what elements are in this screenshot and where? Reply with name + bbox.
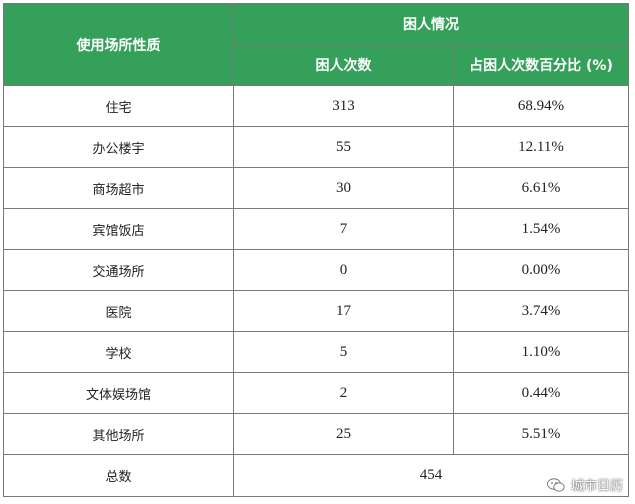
header-trapped-count: 困人次数 <box>233 44 454 86</box>
header-trapped-group: 困人情况 <box>233 3 629 45</box>
percent-cell: 1.10% <box>453 331 629 373</box>
place-cell: 医院 <box>3 290 234 332</box>
total-label: 总数 <box>3 454 234 497</box>
count-cell: 0 <box>233 249 454 291</box>
place-cell: 住宅 <box>3 85 234 127</box>
table-row: 交通场所 0 0.00% <box>3 249 629 291</box>
percent-cell: 12.11% <box>453 126 629 168</box>
count-cell: 17 <box>233 290 454 332</box>
percent-cell: 68.94% <box>453 85 629 127</box>
count-cell: 2 <box>233 372 454 414</box>
table-row: 商场超市 30 6.61% <box>3 167 629 209</box>
count-cell: 5 <box>233 331 454 373</box>
percent-cell: 3.74% <box>453 290 629 332</box>
place-cell: 商场超市 <box>3 167 234 209</box>
place-cell: 其他场所 <box>3 413 234 455</box>
watermark-text: 城市日历 <box>570 479 623 494</box>
count-cell: 25 <box>233 413 454 455</box>
table-row: 住宅 313 68.94% <box>3 85 629 127</box>
header-place-type: 使用场所性质 <box>3 3 234 86</box>
count-cell: 7 <box>233 208 454 250</box>
place-cell: 办公楼宇 <box>3 126 234 168</box>
watermark: 城市日历 <box>547 475 623 494</box>
header-trapped-percent: 占困人次数百分比 (%) <box>453 44 629 86</box>
data-table-container: 使用场所性质 困人情况 困人次数 占困人次数百分比 (%) 住宅 313 68.94… <box>3 3 629 497</box>
count-cell: 313 <box>233 85 454 127</box>
place-cell: 学校 <box>3 331 234 373</box>
total-value: 454 <box>233 454 629 497</box>
table-row: 办公楼宇 55 12.11% <box>3 126 629 168</box>
percent-cell: 0.44% <box>453 372 629 414</box>
table-row: 医院 17 3.74% <box>3 290 629 332</box>
place-cell: 交通场所 <box>3 249 234 291</box>
table-row: 文体娱场馆 2 0.44% <box>3 372 629 414</box>
table-row: 宾馆饭店 7 1.54% <box>3 208 629 250</box>
percent-cell: 1.54% <box>453 208 629 250</box>
table-row: 其他场所 25 5.51% <box>3 413 629 455</box>
count-cell: 30 <box>233 167 454 209</box>
count-cell: 55 <box>233 126 454 168</box>
total-row: 总数 454 <box>3 454 629 497</box>
place-cell: 文体娱场馆 <box>3 372 234 414</box>
place-cell: 宾馆饭店 <box>3 208 234 250</box>
table-row: 学校 5 1.10% <box>3 331 629 373</box>
trapped-stats-table: 使用场所性质 困人情况 困人次数 占困人次数百分比 (%) 住宅 313 68.94… <box>3 3 629 497</box>
percent-cell: 5.51% <box>453 413 629 455</box>
percent-cell: 6.61% <box>453 167 629 209</box>
percent-cell: 0.00% <box>453 249 629 291</box>
wechat-icon <box>547 477 565 492</box>
